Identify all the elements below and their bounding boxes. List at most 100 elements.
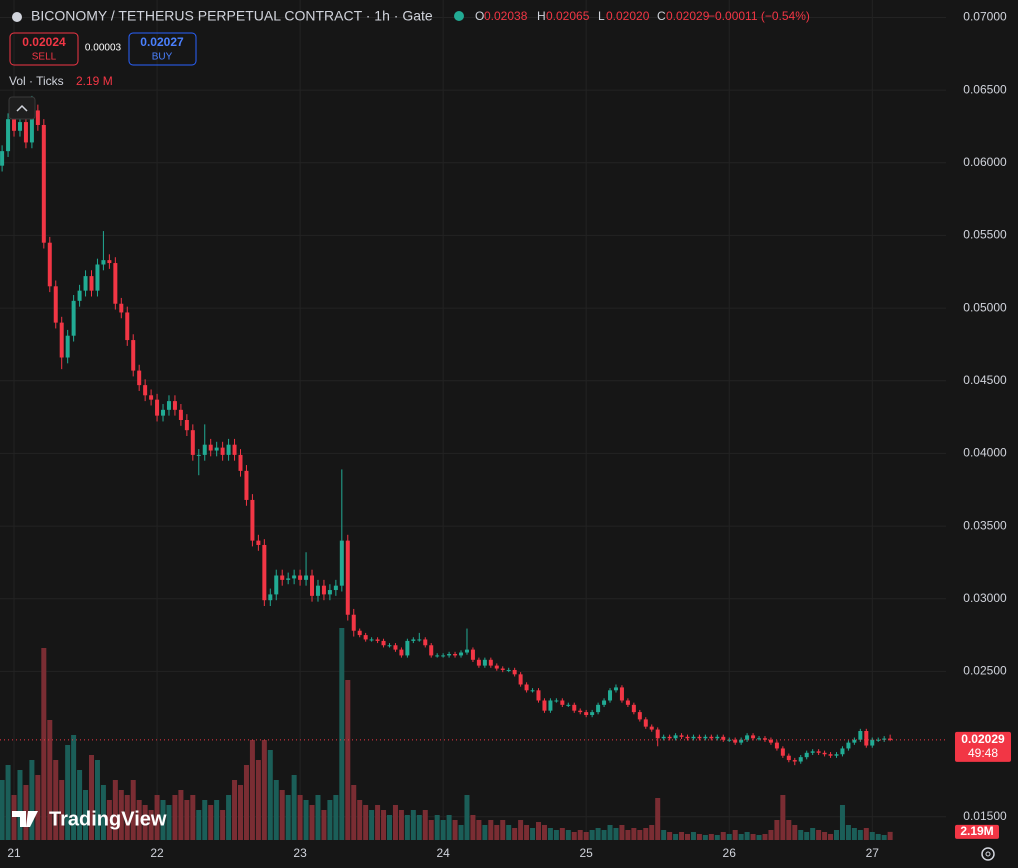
candle-body (697, 736, 702, 739)
candle-body (464, 649, 469, 653)
candle-body (542, 700, 547, 711)
buy-button[interactable] (128, 32, 197, 66)
volume-bar (220, 810, 226, 840)
candle-body (488, 659, 493, 666)
candle-body (453, 653, 458, 656)
volume-bar (130, 780, 136, 840)
candle-body (888, 738, 893, 740)
volume-bar (845, 825, 851, 840)
candle-body (774, 742, 779, 749)
candle-body (733, 739, 738, 743)
volume-bar (29, 760, 35, 840)
candle-body (757, 738, 762, 740)
last-price-tag (955, 731, 1011, 762)
volume-bar (828, 834, 834, 840)
candle-body (47, 242, 52, 287)
candle-body (661, 736, 666, 739)
volume-bar (434, 815, 440, 840)
candle-body (447, 653, 452, 656)
y-tick-label: 0.06000 (963, 155, 1007, 169)
candle-body (119, 303, 124, 313)
candle-body (238, 454, 243, 471)
ohlc-value: 0.02020 (606, 9, 650, 23)
y-tick-label: 0.01500 (963, 809, 1007, 823)
y-tick-label: 0.04000 (963, 446, 1007, 460)
volume-bar (476, 820, 482, 840)
candle-layer (0, 95, 946, 766)
y-tick-label: 0.04500 (963, 373, 1007, 387)
candle-body (703, 736, 708, 739)
volume-bar (863, 828, 869, 840)
ohlc-value: 0.02038 (484, 9, 528, 23)
volume-bar (679, 832, 685, 840)
candle-body (65, 335, 70, 358)
candle-body (71, 300, 76, 336)
volume-bar (178, 790, 184, 840)
settings-button[interactable] (981, 847, 995, 861)
candle-body (649, 726, 654, 730)
candle-body (619, 687, 624, 701)
ohlc-key: H (537, 9, 546, 23)
volume-bar (136, 800, 142, 840)
volume-bar (577, 830, 583, 840)
volume-bar (184, 800, 190, 840)
candle-body (226, 444, 231, 455)
volume-bar (232, 780, 238, 840)
candle-body (637, 712, 642, 720)
volume-bar (619, 825, 625, 840)
ohlc-value: 0.02029 (666, 9, 710, 23)
volume-bar (649, 825, 655, 840)
volume-bar (804, 832, 810, 840)
volume-bar (744, 832, 750, 840)
volume-bar (77, 770, 83, 840)
candle-body (727, 739, 732, 741)
candle-body (870, 739, 875, 746)
volume-bar (839, 805, 845, 840)
candle-body (292, 575, 297, 579)
volume-bar (488, 820, 494, 840)
volume-bar (690, 832, 696, 840)
candle-body (864, 731, 869, 746)
candle-body (876, 739, 881, 741)
candle-body (202, 444, 207, 455)
candle-body (804, 752, 809, 758)
candle-body (220, 447, 225, 455)
buy-label: BUY (152, 52, 173, 63)
candle-body (310, 575, 315, 596)
volume-bar (214, 800, 220, 840)
candle-body (59, 322, 64, 358)
volume-bar (17, 770, 23, 840)
candle-body (882, 738, 887, 740)
collapse-button[interactable] (8, 96, 36, 120)
candle-body (500, 668, 505, 670)
chart-title: BICONOMY / TETHERUS PERPETUAL CONTRACT ·… (31, 8, 433, 24)
candle-body (613, 687, 618, 691)
volume-bar (440, 820, 446, 840)
volume-bar (238, 785, 243, 840)
volume-bar (422, 810, 428, 840)
candle-body (363, 635, 368, 640)
volume-bar (267, 750, 273, 840)
candle-body (17, 122, 22, 131)
volume-bar (637, 830, 643, 840)
volume-bar (404, 815, 410, 840)
candle-body (417, 639, 422, 641)
volume-bar (106, 800, 112, 840)
candle-body (792, 760, 797, 762)
volume-layer (0, 628, 893, 840)
candle-body (643, 719, 648, 727)
candle-body (518, 674, 523, 685)
volume-tag-label: 2.19M (960, 824, 993, 838)
volume-bar (375, 805, 381, 840)
volume-bar (94, 760, 100, 840)
volume-bar (124, 795, 130, 840)
x-tick-label: 22 (150, 846, 164, 860)
sell-button[interactable] (9, 32, 79, 66)
candle-body (715, 736, 720, 739)
candle-body (798, 757, 803, 762)
candle-body (375, 639, 380, 641)
volume-bar (631, 828, 637, 840)
candle-body (166, 401, 171, 410)
volume-bar (792, 825, 798, 840)
